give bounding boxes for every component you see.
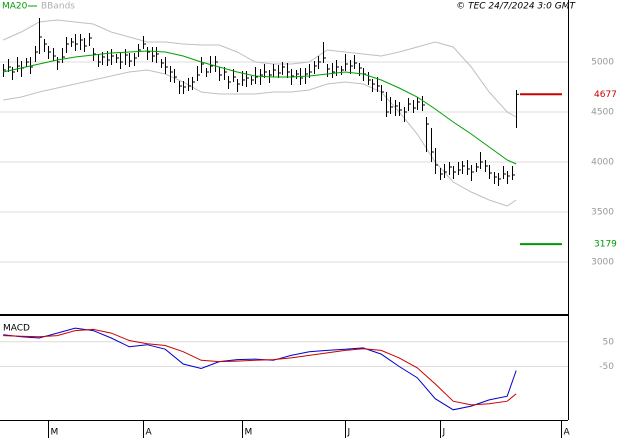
source: © TEC 24/7/2024 3:0 GMT [456,2,576,12]
x-tick-label: J [347,428,351,438]
y-tick-label: 5000 [591,58,614,68]
grid [0,61,568,368]
x-tick-label: J [442,428,446,438]
x-tick-label: A [564,428,571,438]
x-tick-label: M [245,428,253,438]
legend-label: BBands [41,2,75,12]
ma-line [3,50,517,165]
x-tick-label: M [51,428,59,438]
y-tick-label: 3500 [591,208,614,218]
y-tick-label: 4500 [591,108,614,118]
band-lower [3,69,517,207]
plot [2,18,562,411]
band-upper [2,19,517,118]
x-tick-label: A [146,428,153,438]
legend-label: MA20 [2,2,28,12]
y-tick-label: 3000 [591,258,614,268]
level-label: 3179 [594,240,617,250]
y-tick-label: -50 [599,362,614,372]
macd-line [3,328,517,406]
y-tick-label: 4000 [591,158,614,168]
panel-title: MACD [3,324,30,334]
level-label: 4677 [594,90,617,100]
y-tick-label: 50 [603,337,615,347]
